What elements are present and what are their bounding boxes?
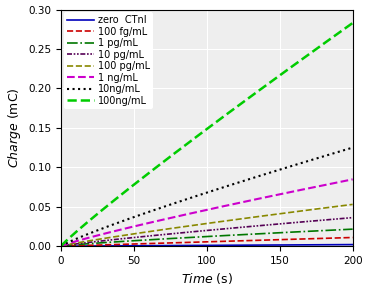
10 pg/mL — [193, 230, 197, 233]
X-axis label: $\mathit{Time}$ (s): $\mathit{Time}$ (s) — [181, 272, 233, 286]
10 pg/mL — [350, 216, 355, 219]
10ng/mL — [289, 165, 293, 168]
10 pg/mL — [59, 244, 63, 248]
10 pg/mL — [342, 217, 346, 220]
100 fg/mL — [74, 244, 78, 248]
1 pg/mL — [342, 228, 346, 231]
100ng/mL — [59, 244, 63, 248]
Line: 100 pg/mL: 100 pg/mL — [61, 204, 353, 246]
100 fg/mL — [201, 240, 205, 244]
100 pg/mL — [342, 204, 346, 207]
100 pg/mL — [59, 244, 63, 248]
100 pg/mL — [342, 204, 346, 207]
1 ng/mL — [74, 239, 78, 243]
100ng/mL — [342, 27, 346, 31]
Line: 1 pg/mL: 1 pg/mL — [61, 229, 353, 246]
10ng/mL — [350, 146, 355, 150]
Legend: zero  CTnI, 100 fg/mL, 1 pg/mL, 10 pg/mL, 100 pg/mL, 1 ng/mL, 10ng/mL, 100ng/mL: zero CTnI, 100 fg/mL, 1 pg/mL, 10 pg/mL,… — [64, 13, 153, 109]
zero  CTnI — [74, 244, 78, 248]
1 ng/mL — [342, 179, 346, 183]
Line: 100 fg/mL: 100 fg/mL — [61, 237, 353, 246]
zero  CTnI — [59, 244, 63, 248]
zero  CTnI — [350, 243, 355, 246]
100ng/mL — [342, 27, 346, 31]
100 fg/mL — [342, 236, 346, 239]
1 pg/mL — [342, 228, 346, 231]
100 fg/mL — [289, 238, 293, 241]
zero  CTnI — [342, 243, 346, 246]
100ng/mL — [201, 130, 205, 134]
100 pg/mL — [201, 222, 205, 226]
1 pg/mL — [59, 244, 63, 248]
Y-axis label: $\mathit{Charge}$ (mC): $\mathit{Charge}$ (mC) — [6, 88, 22, 168]
100 fg/mL — [193, 240, 197, 244]
10ng/mL — [342, 148, 346, 152]
100ng/mL — [350, 21, 355, 25]
10 pg/mL — [74, 242, 78, 246]
100ng/mL — [289, 66, 293, 69]
1 pg/mL — [289, 230, 293, 234]
1 pg/mL — [350, 227, 355, 231]
Line: 1 ng/mL: 1 ng/mL — [61, 179, 353, 246]
1 ng/mL — [193, 211, 197, 214]
1 pg/mL — [201, 235, 205, 239]
10ng/mL — [59, 244, 63, 248]
zero  CTnI — [193, 244, 197, 247]
100 pg/mL — [74, 241, 78, 245]
100 fg/mL — [350, 236, 355, 239]
100 pg/mL — [350, 203, 355, 206]
1 ng/mL — [289, 190, 293, 194]
100 fg/mL — [59, 244, 63, 248]
10 pg/mL — [201, 229, 205, 232]
100 pg/mL — [289, 211, 293, 214]
10ng/mL — [201, 192, 205, 196]
100ng/mL — [193, 136, 197, 140]
Line: zero  CTnI: zero CTnI — [61, 245, 353, 246]
Line: 10 pg/mL: 10 pg/mL — [61, 218, 353, 246]
1 ng/mL — [342, 179, 346, 183]
zero  CTnI — [201, 244, 205, 247]
10 pg/mL — [289, 221, 293, 225]
10ng/mL — [193, 195, 197, 198]
1 pg/mL — [74, 243, 78, 246]
100 pg/mL — [193, 223, 197, 227]
zero  CTnI — [289, 243, 293, 247]
10ng/mL — [74, 237, 78, 241]
10ng/mL — [342, 148, 346, 152]
1 ng/mL — [59, 244, 63, 248]
10 pg/mL — [342, 217, 346, 220]
1 ng/mL — [201, 209, 205, 213]
Line: 10ng/mL: 10ng/mL — [61, 148, 353, 246]
1 pg/mL — [193, 235, 197, 239]
100 fg/mL — [342, 236, 346, 239]
100ng/mL — [74, 230, 78, 234]
1 ng/mL — [350, 178, 355, 181]
zero  CTnI — [342, 243, 346, 246]
Line: 100ng/mL: 100ng/mL — [61, 23, 353, 246]
